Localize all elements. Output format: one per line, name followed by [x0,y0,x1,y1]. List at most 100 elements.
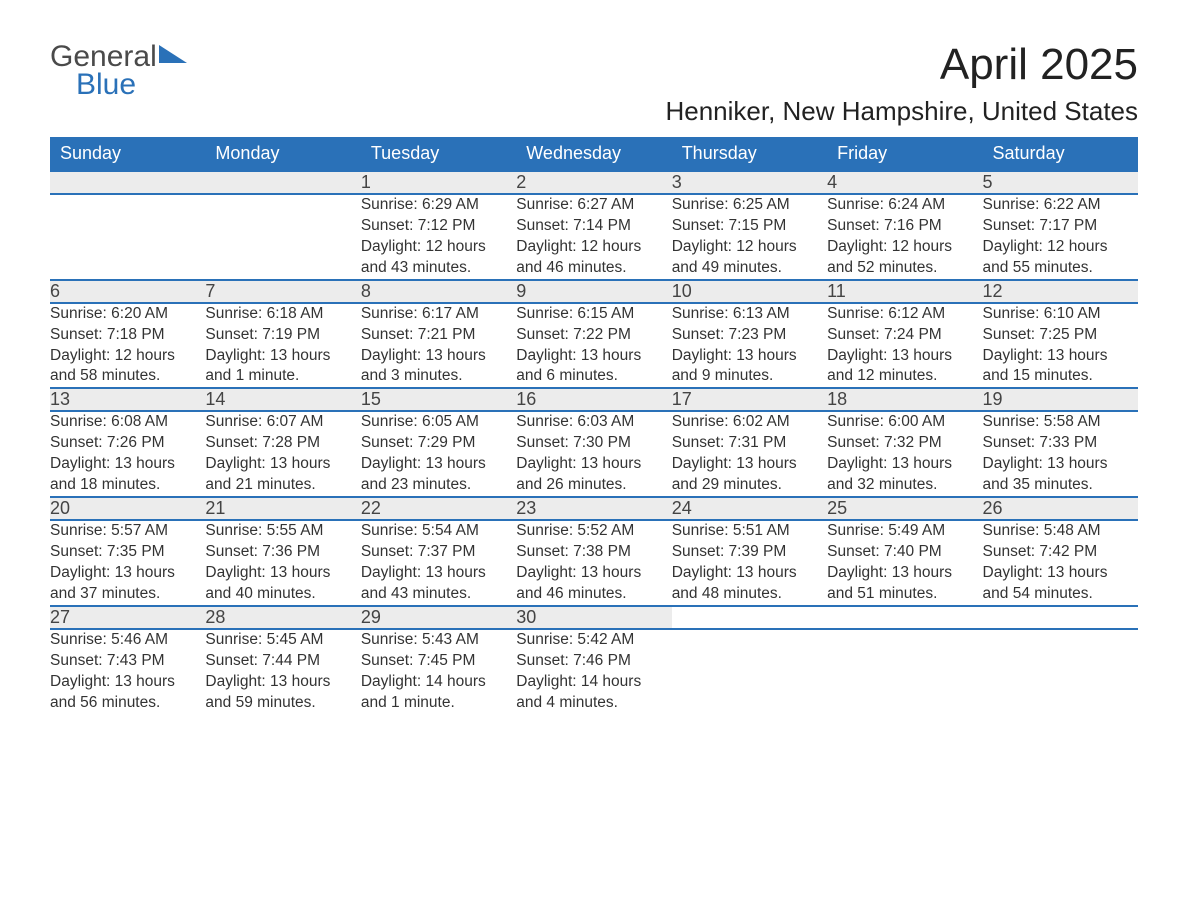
day-detail-cell: Sunrise: 6:02 AMSunset: 7:31 PMDaylight:… [672,411,827,497]
daylight-text-2: and 54 minutes. [983,584,1138,605]
sunrise-text: Sunrise: 5:55 AM [205,521,360,542]
location-subtitle: Henniker, New Hampshire, United States [665,96,1138,127]
daylight-text-2: and 15 minutes. [983,366,1138,387]
day-detail-cell: Sunrise: 6:20 AMSunset: 7:18 PMDaylight:… [50,303,205,389]
daylight-text-2: and 59 minutes. [205,693,360,714]
day-number-cell [50,171,205,194]
day-number-cell: 16 [516,388,671,411]
sunset-text: Sunset: 7:45 PM [361,651,516,672]
daylight-text-2: and 26 minutes. [516,475,671,496]
day-detail-cell: Sunrise: 5:48 AMSunset: 7:42 PMDaylight:… [983,520,1138,606]
daylight-text-1: Daylight: 13 hours [672,346,827,367]
daylight-text-1: Daylight: 14 hours [516,672,671,693]
week-number-row: 12345 [50,171,1138,194]
day-detail-cell: Sunrise: 5:54 AMSunset: 7:37 PMDaylight:… [361,520,516,606]
daylight-text-1: Daylight: 13 hours [205,563,360,584]
day-number-cell: 1 [361,171,516,194]
week-detail-row: Sunrise: 6:20 AMSunset: 7:18 PMDaylight:… [50,303,1138,389]
sunrise-text: Sunrise: 6:17 AM [361,304,516,325]
day-header: Sunday [50,137,205,171]
daylight-text-1: Daylight: 12 hours [827,237,982,258]
daylight-text-2: and 46 minutes. [516,584,671,605]
daylight-text-1: Daylight: 13 hours [672,454,827,475]
daylight-text-1: Daylight: 13 hours [361,563,516,584]
daylight-text-2: and 12 minutes. [827,366,982,387]
sunrise-text: Sunrise: 6:20 AM [50,304,205,325]
day-header: Tuesday [361,137,516,171]
sunrise-text: Sunrise: 6:10 AM [983,304,1138,325]
day-detail-cell [983,629,1138,714]
day-detail-cell [827,629,982,714]
sunrise-text: Sunrise: 6:02 AM [672,412,827,433]
sunset-text: Sunset: 7:22 PM [516,325,671,346]
day-number-cell: 3 [672,171,827,194]
daylight-text-1: Daylight: 13 hours [50,672,205,693]
sunrise-text: Sunrise: 6:25 AM [672,195,827,216]
day-number-cell [983,606,1138,629]
sunset-text: Sunset: 7:43 PM [50,651,205,672]
daylight-text-2: and 23 minutes. [361,475,516,496]
sunrise-text: Sunrise: 5:57 AM [50,521,205,542]
week-number-row: 6789101112 [50,280,1138,303]
day-detail-cell: Sunrise: 6:24 AMSunset: 7:16 PMDaylight:… [827,194,982,280]
sunset-text: Sunset: 7:15 PM [672,216,827,237]
week-detail-row: Sunrise: 5:57 AMSunset: 7:35 PMDaylight:… [50,520,1138,606]
daylight-text-2: and 46 minutes. [516,258,671,279]
daylight-text-2: and 1 minute. [361,693,516,714]
day-number-cell: 23 [516,497,671,520]
sunrise-text: Sunrise: 5:58 AM [983,412,1138,433]
daylight-text-1: Daylight: 13 hours [205,346,360,367]
sunrise-text: Sunrise: 6:13 AM [672,304,827,325]
daylight-text-2: and 37 minutes. [50,584,205,605]
logo-triangle-icon [159,45,187,63]
sunrise-text: Sunrise: 6:00 AM [827,412,982,433]
daylight-text-2: and 1 minute. [205,366,360,387]
day-detail-cell: Sunrise: 6:22 AMSunset: 7:17 PMDaylight:… [983,194,1138,280]
sunrise-text: Sunrise: 6:27 AM [516,195,671,216]
sunrise-text: Sunrise: 6:22 AM [983,195,1138,216]
day-detail-cell: Sunrise: 6:10 AMSunset: 7:25 PMDaylight:… [983,303,1138,389]
sunset-text: Sunset: 7:42 PM [983,542,1138,563]
sunrise-text: Sunrise: 6:24 AM [827,195,982,216]
day-detail-cell: Sunrise: 6:27 AMSunset: 7:14 PMDaylight:… [516,194,671,280]
daylight-text-2: and 4 minutes. [516,693,671,714]
sunset-text: Sunset: 7:37 PM [361,542,516,563]
sunset-text: Sunset: 7:23 PM [672,325,827,346]
day-number-cell: 28 [205,606,360,629]
day-number-cell: 24 [672,497,827,520]
sunset-text: Sunset: 7:18 PM [50,325,205,346]
day-detail-cell: Sunrise: 5:51 AMSunset: 7:39 PMDaylight:… [672,520,827,606]
calendar-table: Sunday Monday Tuesday Wednesday Thursday… [50,137,1138,713]
daylight-text-1: Daylight: 13 hours [205,672,360,693]
sunset-text: Sunset: 7:38 PM [516,542,671,563]
day-header: Wednesday [516,137,671,171]
daylight-text-1: Daylight: 12 hours [983,237,1138,258]
day-detail-cell: Sunrise: 6:17 AMSunset: 7:21 PMDaylight:… [361,303,516,389]
day-detail-cell: Sunrise: 5:42 AMSunset: 7:46 PMDaylight:… [516,629,671,714]
daylight-text-1: Daylight: 13 hours [205,454,360,475]
daylight-text-2: and 52 minutes. [827,258,982,279]
day-number-cell [205,171,360,194]
day-number-cell: 8 [361,280,516,303]
day-number-cell: 29 [361,606,516,629]
week-number-row: 20212223242526 [50,497,1138,520]
sunrise-text: Sunrise: 5:52 AM [516,521,671,542]
daylight-text-2: and 43 minutes. [361,258,516,279]
daylight-text-2: and 55 minutes. [983,258,1138,279]
sunset-text: Sunset: 7:33 PM [983,433,1138,454]
day-detail-cell: Sunrise: 5:58 AMSunset: 7:33 PMDaylight:… [983,411,1138,497]
sunset-text: Sunset: 7:14 PM [516,216,671,237]
sunset-text: Sunset: 7:39 PM [672,542,827,563]
day-number-cell: 4 [827,171,982,194]
sunrise-text: Sunrise: 6:07 AM [205,412,360,433]
day-number-cell: 15 [361,388,516,411]
sunrise-text: Sunrise: 6:29 AM [361,195,516,216]
daylight-text-2: and 43 minutes. [361,584,516,605]
day-header: Thursday [672,137,827,171]
day-number-cell: 22 [361,497,516,520]
day-detail-cell: Sunrise: 5:57 AMSunset: 7:35 PMDaylight:… [50,520,205,606]
sunrise-text: Sunrise: 5:51 AM [672,521,827,542]
day-number-cell: 13 [50,388,205,411]
day-number-cell: 7 [205,280,360,303]
day-detail-cell [50,194,205,280]
